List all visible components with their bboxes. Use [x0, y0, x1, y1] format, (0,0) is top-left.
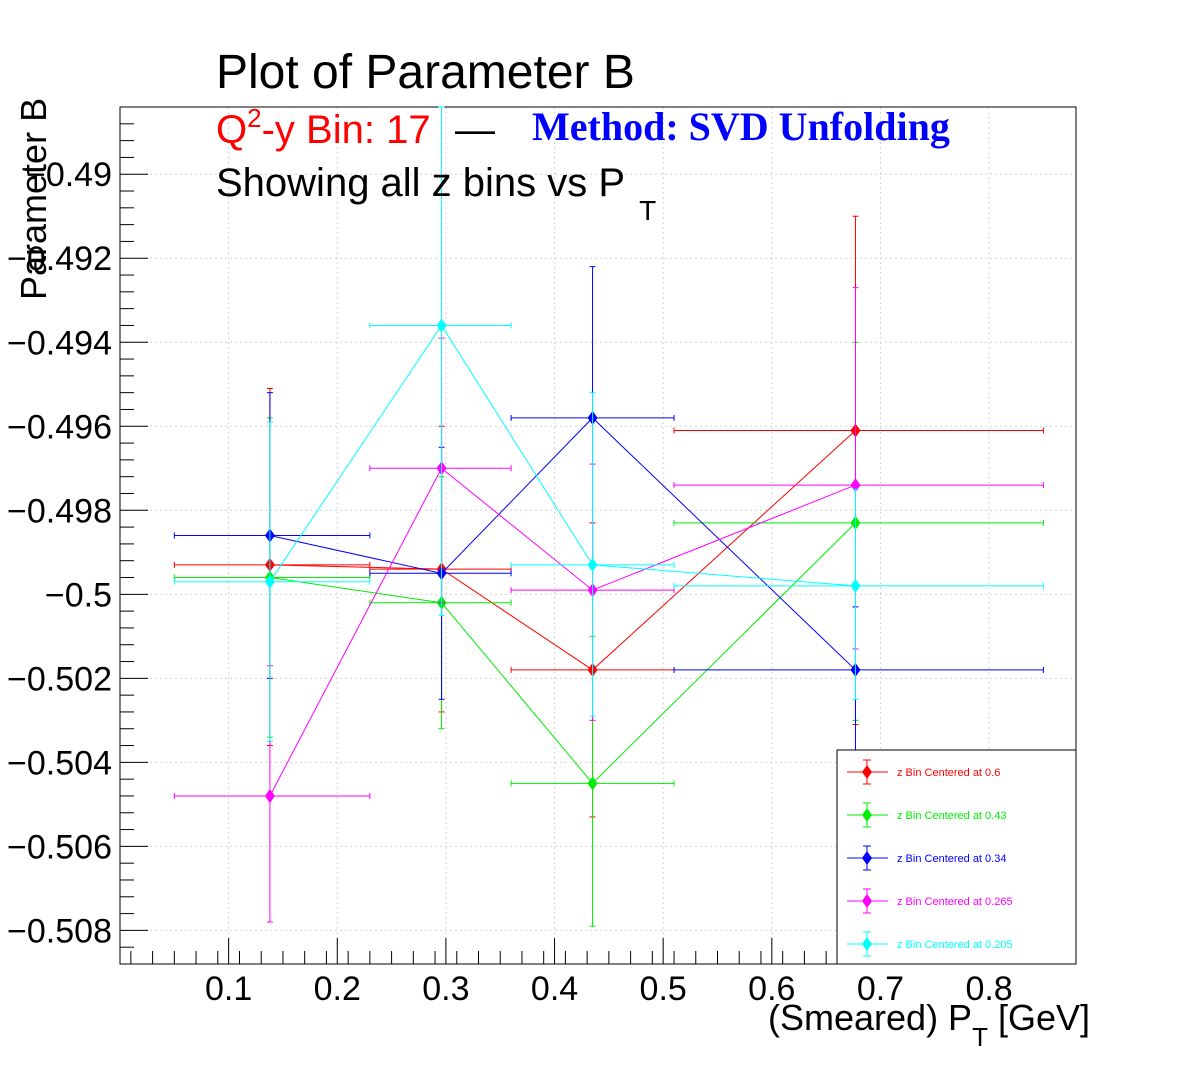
legend-marker — [862, 765, 872, 779]
plot-frame — [119, 106, 1077, 965]
y-axis-title: Parameter B — [13, 98, 54, 300]
x-tick-label: 0.8 — [965, 970, 1012, 1008]
zbins-label: Showing all z bins vs P — [216, 161, 625, 205]
legend: z Bin Centered at 0.6 z Bin Centered at 0… — [836, 749, 1077, 965]
series-line — [269, 417, 856, 671]
data-point-marker — [850, 578, 861, 593]
series-group — [173, 215, 1044, 818]
y-tick-label: −0.5 — [45, 576, 112, 614]
y-tick-label: −0.508 — [7, 912, 112, 950]
x-axis-title-unit: [GeV] — [988, 997, 1090, 1038]
bin-q-label: Q — [216, 108, 247, 152]
legend-marker — [862, 808, 872, 822]
chart-subtitle-dash: — — [455, 108, 495, 152]
series-line — [269, 430, 856, 671]
y-tick-label: −0.502 — [7, 660, 112, 698]
legend-marker — [862, 937, 872, 951]
data-point-marker — [850, 478, 861, 493]
x-axis-title-subscript: T — [972, 1022, 988, 1052]
zbins-pt-subscript: T — [639, 195, 656, 226]
x-axis-title-main: (Smeared) P — [768, 997, 972, 1038]
legend-label: z Bin Centered at 0.205 — [897, 939, 1013, 951]
legend-label: z Bin Centered at 0.6 — [897, 767, 1000, 779]
data-point-marker — [587, 557, 598, 572]
legend-marker — [862, 851, 872, 865]
legend-marker — [862, 894, 872, 908]
y-tick-label: −0.496 — [7, 408, 112, 446]
data-layer — [173, 106, 1044, 927]
x-tick-label: 0.5 — [640, 970, 687, 1008]
axis-layer: 0.1 0.2 0.3 0.4 0.5 0.6 0.7 0.8 −0.49 −0.492 −0.49… — [7, 106, 1066, 1008]
legend-label: z Bin Centered at 0.34 — [897, 853, 1006, 865]
y-tick-label: −0.504 — [7, 744, 112, 782]
series-group — [173, 287, 1044, 923]
chart-subtitle-bin: Q2-y Bin: 17 — [216, 103, 431, 152]
x-axis-title: (Smeared) PT [GeV] — [768, 997, 1090, 1052]
x-tick-label: 0.3 — [422, 970, 469, 1008]
chart-subtitle-zbins: Showing all z bins vs P T — [216, 161, 656, 226]
data-point-marker — [264, 574, 275, 589]
x-tick-label: 0.4 — [531, 970, 578, 1008]
y-tick-label: −0.492 — [7, 240, 112, 278]
y-tick-label: −0.498 — [7, 492, 112, 530]
y-tick-label: −0.494 — [7, 324, 112, 362]
data-point-marker — [587, 776, 598, 791]
series-group — [173, 266, 1044, 755]
legend-label: z Bin Centered at 0.43 — [897, 810, 1006, 822]
series-line — [269, 522, 856, 785]
y-tick-label: −0.49 — [26, 156, 112, 194]
series-group — [173, 106, 1044, 742]
legend-label: z Bin Centered at 0.265 — [897, 896, 1013, 908]
x-tick-label: 0.1 — [205, 970, 252, 1008]
bin-q-superscript: 2 — [247, 103, 261, 133]
data-point-marker — [264, 788, 275, 803]
x-tick-label: 0.7 — [857, 970, 904, 1008]
chart-title: Plot of Parameter B — [216, 46, 635, 99]
bin-number-label: -y Bin: 17 — [262, 108, 431, 152]
data-point-marker — [436, 318, 447, 333]
chart-subtitle-method: Method: SVD Unfolding — [532, 104, 950, 149]
y-tick-label: −0.506 — [7, 828, 112, 866]
legend-box — [836, 749, 1077, 965]
series-line — [269, 467, 856, 797]
x-tick-label: 0.2 — [314, 970, 361, 1008]
series-line — [269, 324, 856, 587]
x-tick-label: 0.6 — [748, 970, 795, 1008]
